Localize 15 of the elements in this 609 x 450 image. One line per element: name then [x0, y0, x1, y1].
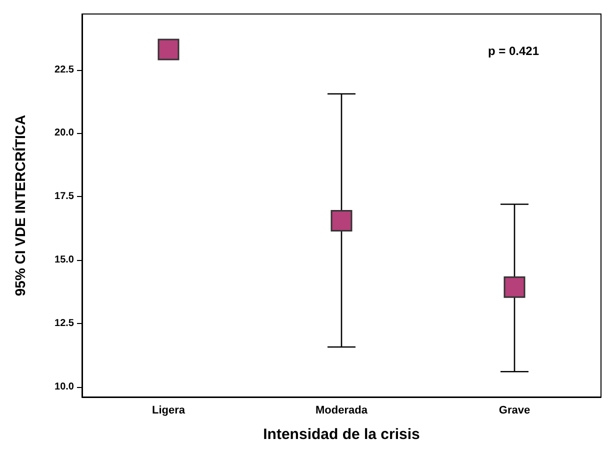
annotation: p = 0.421 — [488, 44, 540, 58]
y-tick-label: 10.0 — [54, 381, 74, 392]
y-tick-label: 15.0 — [54, 254, 74, 266]
y-tick-label: 22.5 — [54, 64, 74, 76]
y-tick-label: 20.0 — [54, 128, 74, 139]
y-axis-title: 95% CI VDE INTERCRÍTICA — [12, 114, 28, 296]
x-tick-label: Grave — [498, 404, 530, 416]
x-tick-label: Ligera — [152, 404, 186, 416]
point — [504, 276, 526, 298]
x-axis-title: Intensidad de la crisis — [263, 426, 420, 443]
point — [158, 38, 180, 60]
x-tick-label: Moderada — [316, 404, 368, 416]
point — [330, 210, 352, 232]
y-tick-label: 17.5 — [54, 191, 74, 202]
y-tick-label: 12.5 — [54, 318, 74, 329]
